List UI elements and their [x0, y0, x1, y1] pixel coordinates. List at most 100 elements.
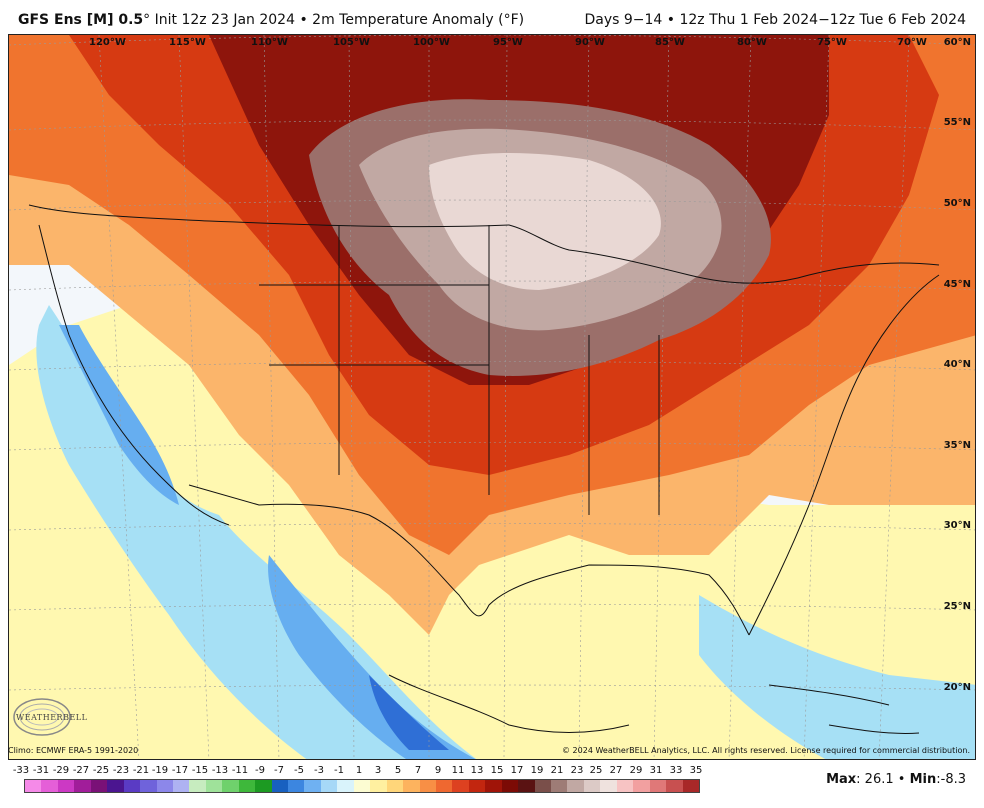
lon-label-110w: 110°W	[251, 37, 288, 48]
colorbar-label: 15	[490, 765, 504, 776]
lat-label-60n: 60°N	[943, 37, 971, 48]
cool-anomaly-caribbean	[699, 595, 975, 759]
colorbar-label: 9	[434, 765, 442, 776]
map-title: GFS Ens [M] 0.5° Init 12z 23 Jan 2024 • …	[18, 12, 524, 28]
colorbar-label: -3	[314, 765, 324, 776]
lon-label-90w: 90°W	[575, 37, 605, 48]
valid-period: Days 9−14 • 12z Thu 1 Feb 2024−12z Tue 6…	[584, 12, 966, 28]
colorbar-labels: -33 -31 -29 -27 -25 -23 -21 -19 -17 -15 …	[13, 765, 714, 779]
colorbar-label: 25	[589, 765, 603, 776]
colorbar-swatch	[583, 780, 601, 792]
graticule	[9, 35, 975, 759]
colorbar-swatch	[222, 780, 239, 792]
colorbar-label: -19	[151, 765, 169, 776]
anomaly-map: 120°W 115°W 110°W 105°W 100°W 95°W 90°W …	[8, 34, 976, 760]
lon-label-120w: 120°W	[89, 37, 126, 48]
colorbar-swatch	[288, 780, 305, 792]
colorbar-label: 1	[355, 765, 363, 776]
us-mexico-border-and-gulf-coast	[188, 484, 750, 636]
colorbar-swatch	[452, 780, 469, 792]
colorbar-swatch	[320, 780, 338, 792]
lon-label-80w: 80°W	[737, 37, 767, 48]
colorbar-swatch	[123, 780, 141, 792]
lat-label-50n: 50°N	[943, 198, 971, 209]
colorbar-label: -17	[171, 765, 189, 776]
climo-note: Climo: ECMWF ERA-5 1991-2020	[8, 746, 139, 755]
colorbar-label: 31	[649, 765, 663, 776]
colorbar-swatch	[682, 780, 699, 792]
colorbar-swatch	[419, 780, 436, 792]
lon-label-85w: 85°W	[655, 37, 685, 48]
colorbar-swatch	[386, 780, 404, 792]
colorbar-swatch	[353, 780, 371, 792]
map-canvas	[9, 35, 975, 759]
colorbar-label: -23	[112, 765, 130, 776]
colorbar-swatch	[172, 780, 190, 792]
colorbar-swatch	[468, 780, 486, 792]
lon-label-115w: 115°W	[169, 37, 206, 48]
colorbar-label: 29	[629, 765, 643, 776]
cool-anomaly-zone-west	[36, 305, 477, 759]
lon-label-75w: 75°W	[817, 37, 847, 48]
colorbar-swatch	[271, 780, 288, 792]
colorbar-swatch	[255, 780, 272, 792]
colorbar-label: -29	[52, 765, 70, 776]
lat-label-40n: 40°N	[943, 359, 971, 370]
colorbar-swatch	[435, 780, 453, 792]
colorbar-swatch	[649, 780, 667, 792]
lat-label-55n: 55°N	[943, 117, 971, 128]
degree-symbol: °	[143, 12, 151, 28]
colorbar-swatch	[600, 780, 617, 792]
colorbar-swatch	[518, 780, 535, 792]
colorbar-swatch	[485, 780, 502, 792]
colorbar-swatch	[57, 780, 75, 792]
colorbar-label: -27	[72, 765, 90, 776]
init-time: Init 12z 23 Jan 2024	[154, 12, 295, 28]
cold-anomaly-california	[59, 325, 179, 505]
coldest-anomaly-mexico	[369, 675, 449, 750]
colorbar-label: 17	[510, 765, 524, 776]
colorbar-label: -15	[191, 765, 209, 776]
colorbar-label: 7	[414, 765, 422, 776]
max-value: : 26.1	[856, 772, 894, 787]
colorbar-label: -13	[211, 765, 229, 776]
colorbar-label: -9	[255, 765, 265, 776]
caribbean-islands	[768, 684, 920, 734]
lat-label-25n: 25°N	[943, 601, 971, 612]
colorbar-swatch	[304, 780, 321, 792]
lon-label-100w: 100°W	[413, 37, 450, 48]
logo-text: WEATHERBELL	[16, 713, 88, 722]
field-name: 2m Temperature Anomaly (°F)	[312, 12, 525, 28]
colorbar-swatch	[666, 780, 683, 792]
colorbar-label: -11	[231, 765, 249, 776]
max-min-readout: Max: 26.1 • Min:-8.3	[826, 772, 966, 787]
colorbar-label: 33	[669, 765, 683, 776]
colorbar-swatch	[41, 780, 58, 792]
pacific-coastline	[38, 224, 230, 526]
colorbar-swatch	[616, 780, 634, 792]
colorbar-label: -25	[92, 765, 110, 776]
lon-label-70w: 70°W	[897, 37, 927, 48]
colorbar-swatch	[370, 780, 387, 792]
lat-label-20n: 20°N	[943, 682, 971, 693]
colorbar-swatch	[25, 780, 42, 792]
lat-label-30n: 30°N	[943, 520, 971, 531]
model-name: GFS Ens [M] 0.5	[18, 12, 144, 28]
colorbar-swatch	[205, 780, 223, 792]
colorbar-label: 27	[609, 765, 623, 776]
maxmin-separator: •	[897, 772, 906, 787]
copyright-note: © 2024 WeatherBELL Analytics, LLC. All r…	[562, 746, 970, 755]
colorbar-swatch	[140, 780, 157, 792]
colorbar-swatch	[156, 780, 173, 792]
colorbar-label: 11	[451, 765, 465, 776]
colorbar-swatch	[403, 780, 420, 792]
max-label: Max	[826, 772, 857, 787]
colorbar-label: 21	[550, 765, 564, 776]
mexico-coastline-south	[388, 674, 630, 733]
colorbar-label: 13	[470, 765, 484, 776]
min-value: :-8.3	[936, 772, 966, 787]
colorbar-swatch	[567, 780, 584, 792]
us-canada-border	[28, 204, 940, 284]
lat-label-45n: 45°N	[943, 279, 971, 290]
colorbar-label: -7	[274, 765, 284, 776]
